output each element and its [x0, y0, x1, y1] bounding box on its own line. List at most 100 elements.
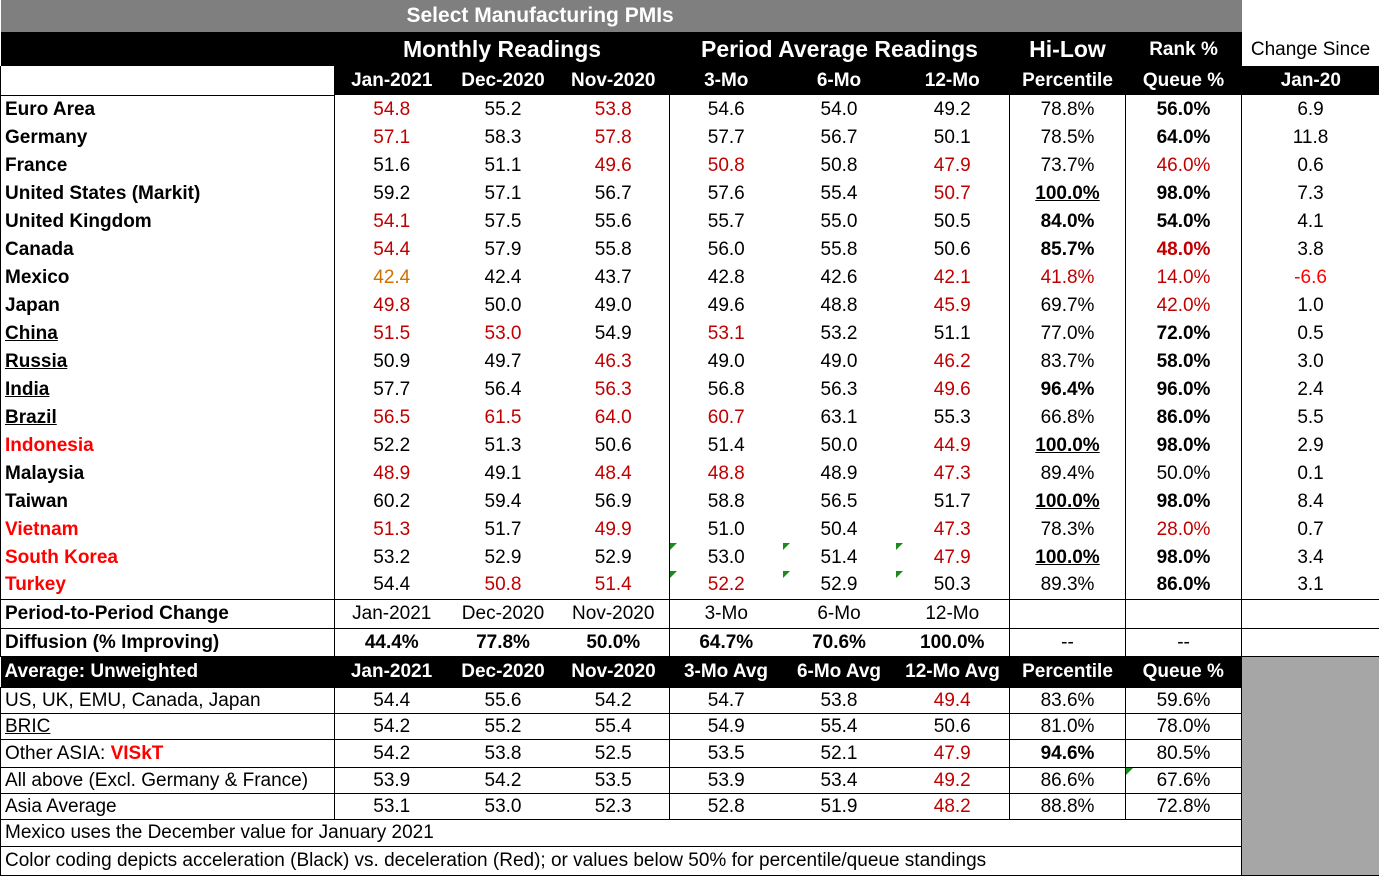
cell-united-kingdom-m6: 55.0: [820, 210, 858, 232]
group-header-hilow: Hi-Low: [1009, 32, 1126, 66]
footnote-1: Mexico uses the December value for Janua…: [0, 818, 1242, 846]
cell-taiwan-queue: 98.0%: [1124, 487, 1242, 515]
cell-japan-m3: 49.6: [669, 291, 783, 319]
cell-china-m6: 53.2: [820, 322, 858, 344]
period-change-m12: 12-Mo: [895, 598, 1010, 628]
cell-united-kingdom-percentile: 84.0%: [1009, 207, 1126, 235]
avg-1-m3: 54.9: [669, 712, 783, 739]
row-label-united-states-markit-: United States (Markit): [0, 179, 335, 207]
avg-0-nov: 54.2: [557, 686, 670, 713]
avg-row-label-text: All above (Excl. Germany & France): [5, 769, 309, 791]
cell-india-queue: 96.0%: [1124, 375, 1242, 403]
cell-canada-m6: 55.8: [820, 238, 858, 260]
cell-mexico-m12: 42.1: [933, 266, 971, 288]
diffusion-m3: 64.7%: [669, 627, 783, 656]
cell-russia-m6: 49.0: [820, 350, 858, 372]
cell-turkey-jan: 54.4: [334, 571, 449, 599]
cell-china-jan: 51.5: [334, 319, 449, 347]
cell-south-korea-change: 3.4: [1241, 543, 1379, 571]
cell-mexico-queue: 14.0%: [1124, 263, 1242, 291]
cell-euro-area-nov: 53.8: [594, 98, 632, 120]
cell-vietnam-change: 0.7: [1241, 515, 1379, 543]
avg-2-nov: 52.5: [557, 738, 670, 767]
cell-malaysia-m3: 48.8: [669, 459, 783, 487]
avg-header-m3: 3-Mo Avg: [669, 655, 783, 687]
cell-russia-m12: 46.2: [933, 350, 971, 372]
cell-indonesia-m3: 51.4: [669, 431, 783, 459]
cell-mexico-jan: 42.4: [334, 263, 449, 291]
avg-header-filler: [1241, 655, 1379, 687]
avg-header-nov: Nov-2020: [557, 655, 670, 687]
cell-taiwan-m6: 56.5: [820, 490, 858, 512]
cell-south-korea-m3: 53.0: [669, 543, 783, 571]
row-label-south-korea: South Korea: [0, 543, 335, 571]
avg-0-jan: 54.4: [334, 686, 449, 713]
cell-brazil-m6: 63.1: [820, 406, 858, 428]
avg-4-nov: 52.3: [557, 792, 670, 819]
cell-united-states-markit--dec: 57.1: [484, 182, 522, 204]
cell-vietnam-percentile: 78.3%: [1009, 515, 1126, 543]
period-change-jan: Jan-2021: [334, 598, 449, 628]
cell-brazil-queue: 86.0%: [1124, 403, 1242, 431]
cell-germany-percentile: 78.5%: [1009, 123, 1126, 151]
cell-canada-change: 3.8: [1241, 235, 1379, 263]
cell-mexico-m6: 42.6: [820, 266, 858, 288]
col-header-since: Jan-20: [1241, 66, 1379, 95]
cell-united-kingdom-m12: 50.5: [933, 210, 971, 232]
cell-indonesia-change: 2.9: [1241, 431, 1379, 459]
cell-euro-area-jan: 54.8: [334, 95, 449, 123]
cell-france-percentile: 73.7%: [1009, 151, 1126, 179]
avg-header-jan: Jan-2021: [334, 655, 449, 687]
row-label-canada: Canada: [0, 235, 335, 263]
cell-germany-jan: 57.1: [334, 123, 449, 151]
row-label-indonesia: Indonesia: [0, 431, 335, 459]
cell-turkey-m6: 52.9: [782, 571, 896, 599]
cell-france-m6: 50.8: [820, 154, 858, 176]
avg-0-m12: 49.4: [895, 686, 1010, 713]
cell-malaysia-dec: 49.1: [484, 462, 522, 484]
avg-1-dec: 55.2: [448, 712, 558, 739]
cell-vietnam-jan: 51.3: [334, 515, 449, 543]
cell-india-dec: 56.4: [484, 378, 522, 400]
cell-france-nov: 49.6: [594, 154, 632, 176]
cell-mexico-change: -6.6: [1241, 263, 1379, 291]
row-label-brazil: Brazil: [0, 403, 335, 431]
cell-japan-nov: 49.0: [594, 294, 632, 316]
row-label-india: India: [0, 375, 335, 403]
avg-2-filler: [1241, 739, 1379, 767]
avg-1-m12: 50.6: [895, 712, 1010, 739]
avg-4-m6: 51.9: [782, 792, 896, 819]
col-header-jan: Jan-2021: [334, 66, 449, 95]
row-label-united-kingdom: United Kingdom: [0, 207, 335, 235]
cell-france-m12: 47.9: [933, 154, 971, 176]
cell-japan-dec: 50.0: [484, 294, 522, 316]
avg-4-jan: 53.1: [334, 792, 449, 819]
cell-canada-m12: 50.6: [933, 238, 971, 260]
cell-euro-area-m3: 54.6: [669, 95, 783, 123]
avg-row-label-1: BRIC: [0, 712, 335, 739]
avg-1-pct: 81.0%: [1009, 712, 1126, 739]
cell-malaysia-m6: 48.9: [820, 462, 858, 484]
cell-united-kingdom-dec: 57.5: [484, 210, 522, 232]
group-header-period: Period Average Readings: [669, 32, 1010, 66]
diffusion-queue: --: [1124, 627, 1242, 656]
cell-euro-area-change: 6.9: [1241, 95, 1379, 123]
cell-brazil-dec: 61.5: [484, 406, 522, 428]
cell-malaysia-m12: 47.3: [933, 462, 971, 484]
footnote-filler-1: [1241, 819, 1379, 846]
cell-indonesia-queue: 98.0%: [1124, 431, 1242, 459]
avg-2-pct: 94.6%: [1009, 738, 1126, 767]
avg-2-m6: 52.1: [782, 738, 896, 767]
avg-4-m3: 52.8: [669, 792, 783, 819]
diffusion-nov: 50.0%: [557, 627, 670, 656]
cell-south-korea-jan: 53.2: [334, 543, 449, 571]
cell-mexico-nov: 43.7: [594, 266, 632, 288]
cell-turkey-queue: 86.0%: [1124, 571, 1242, 599]
cell-turkey-m12: 50.3: [895, 571, 1010, 599]
row-label-japan: Japan: [0, 291, 335, 319]
cell-russia-percentile: 83.7%: [1009, 347, 1126, 375]
cell-india-percentile: 96.4%: [1009, 375, 1126, 403]
cell-russia-change: 3.0: [1241, 347, 1379, 375]
avg-header-m12: 12-Mo Avg: [895, 655, 1010, 687]
cell-japan-m6: 48.8: [820, 294, 858, 316]
